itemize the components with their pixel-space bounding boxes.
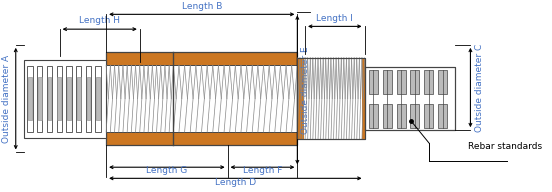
Text: Length D: Length D bbox=[215, 178, 256, 187]
Bar bbox=[424, 70, 433, 94]
Text: Outside diameter A: Outside diameter A bbox=[2, 55, 10, 143]
Bar bbox=[47, 66, 52, 132]
Bar bbox=[438, 70, 447, 94]
Bar bbox=[369, 70, 378, 94]
Bar bbox=[411, 70, 420, 94]
Bar bbox=[173, 65, 298, 132]
Bar bbox=[298, 58, 364, 139]
Bar bbox=[298, 58, 364, 139]
Bar bbox=[57, 77, 61, 120]
Bar bbox=[383, 104, 391, 128]
Bar bbox=[364, 67, 455, 130]
Bar bbox=[24, 60, 106, 137]
Bar bbox=[37, 66, 43, 132]
Bar bbox=[38, 77, 41, 120]
Bar bbox=[298, 58, 304, 139]
Bar bbox=[56, 66, 62, 132]
Text: Outside diameter C: Outside diameter C bbox=[475, 43, 484, 132]
Text: Rebar standards: Rebar standards bbox=[468, 142, 542, 151]
Bar bbox=[369, 104, 378, 128]
Bar bbox=[396, 70, 406, 94]
Bar bbox=[396, 104, 406, 128]
Text: Length H: Length H bbox=[79, 17, 120, 26]
Bar bbox=[362, 58, 364, 139]
Text: Length B: Length B bbox=[182, 2, 222, 11]
Bar bbox=[77, 77, 81, 120]
Bar bbox=[411, 104, 420, 128]
Bar bbox=[364, 67, 455, 130]
Bar bbox=[87, 77, 91, 120]
Bar bbox=[67, 77, 71, 120]
Bar bbox=[66, 66, 72, 132]
Text: Length I: Length I bbox=[316, 14, 353, 23]
Bar bbox=[28, 66, 33, 132]
Bar bbox=[76, 66, 81, 132]
Bar bbox=[28, 77, 32, 120]
Bar bbox=[95, 66, 101, 132]
Bar bbox=[383, 70, 391, 94]
Bar bbox=[86, 66, 91, 132]
Bar bbox=[47, 77, 51, 120]
Bar bbox=[438, 104, 447, 128]
Bar bbox=[96, 77, 100, 120]
Text: Outside diameter E: Outside diameter E bbox=[301, 46, 310, 134]
Bar bbox=[106, 65, 173, 132]
Bar bbox=[424, 104, 433, 128]
Bar bbox=[106, 52, 298, 145]
Text: Length F: Length F bbox=[243, 166, 282, 175]
Text: Length G: Length G bbox=[146, 166, 188, 175]
